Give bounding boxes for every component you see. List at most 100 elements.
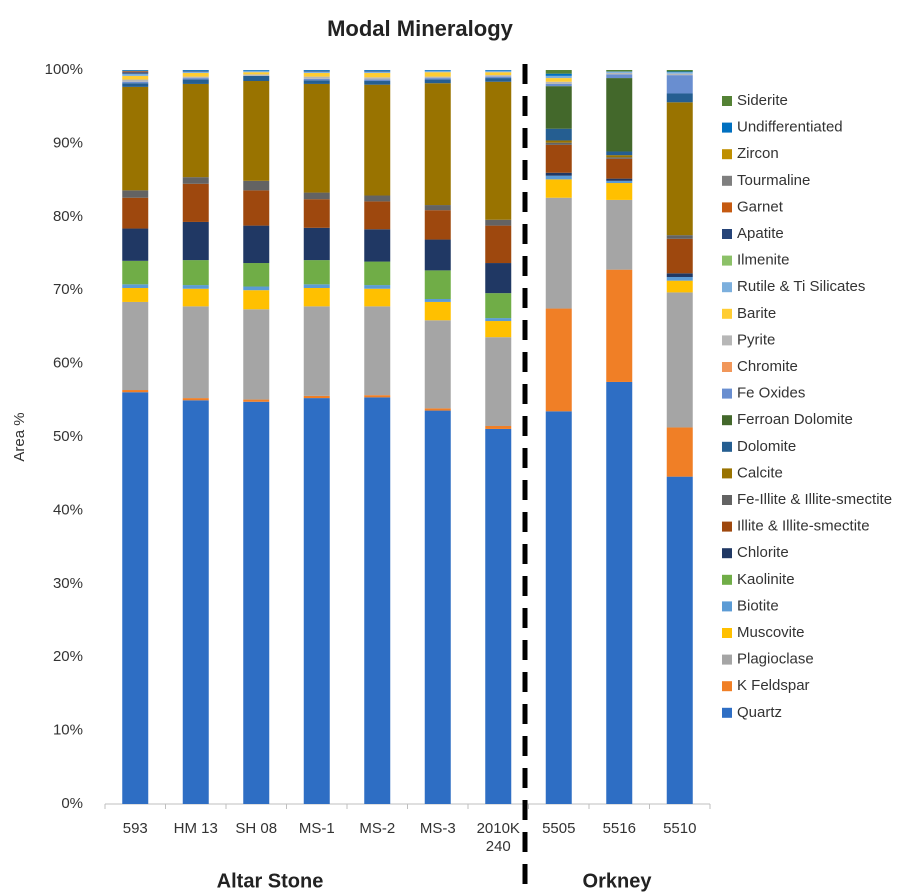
bar-segment: [303, 227, 330, 261]
bar-segment: [666, 70, 693, 72]
x-tick-label: 593: [122, 820, 148, 837]
bar-segment: [545, 73, 572, 76]
bar-segment: [485, 78, 512, 82]
y-tick-label: 100%: [45, 61, 83, 78]
bar-segment: [485, 293, 512, 319]
bar-segment: [606, 151, 633, 156]
bar-segment: [122, 83, 149, 87]
bar-segment: [606, 180, 633, 184]
bar-segment: [303, 398, 330, 804]
bar-segment: [666, 235, 693, 239]
bar-segment: [182, 83, 209, 178]
legend-label: Barite: [737, 305, 776, 322]
y-tick-label: 0%: [61, 795, 83, 812]
legend-label: Fe-Illite & Illite-smectite: [737, 491, 892, 508]
bar-segment: [303, 287, 330, 307]
bar-segment: [122, 73, 149, 76]
bar-segment: [606, 178, 633, 181]
bar-segment: [243, 70, 270, 71]
legend-swatch: [722, 495, 732, 505]
bar-segment: [182, 70, 209, 71]
bar-segment: [485, 81, 512, 220]
bar-segment: [485, 70, 512, 73]
legend-label: Ilmenite: [737, 252, 790, 269]
bar-segment: [364, 201, 391, 230]
bar-segment: [122, 86, 149, 191]
y-tick-label: 40%: [53, 501, 83, 518]
bar-segment: [243, 190, 270, 226]
legend-swatch: [722, 441, 732, 452]
bar-segment: [364, 77, 391, 80]
y-tick-label: 50%: [53, 428, 83, 445]
bar-segment: [606, 70, 633, 72]
bar-segment: [545, 83, 572, 87]
bar-segment: [666, 93, 693, 103]
bar-segment: [303, 70, 330, 72]
bar-segment: [606, 74, 633, 79]
bar-segment: [243, 180, 270, 191]
bar-segment: [606, 71, 633, 73]
bar-segment: [364, 395, 391, 398]
y-tick-label: 30%: [53, 575, 83, 592]
bar-segment: [122, 392, 149, 804]
y-tick-label: 60%: [53, 355, 83, 372]
bar-segment: [182, 398, 209, 401]
legend-swatch: [722, 415, 732, 426]
bar-segment: [424, 410, 451, 804]
bar-segment: [303, 70, 330, 71]
bar-segment: [666, 476, 693, 804]
bar-segment: [303, 306, 330, 396]
legend-label: Quartz: [737, 704, 782, 721]
bar-segment: [485, 428, 512, 804]
bar-segment: [606, 199, 633, 270]
bar-segment: [122, 287, 149, 302]
legend-label: Fe Oxides: [737, 385, 805, 402]
bar-segment: [182, 72, 209, 77]
bar-segment: [666, 276, 693, 281]
bar-segment: [243, 72, 270, 75]
legend-swatch: [722, 548, 732, 559]
legend-swatch: [722, 122, 732, 133]
bar-segment: [364, 288, 391, 307]
bar-segment: [545, 128, 572, 141]
x-tick-label: 5516: [602, 820, 636, 837]
legend-swatch: [722, 229, 732, 239]
bar-segment: [545, 142, 572, 145]
x-tick-label: 2010K 240: [476, 820, 520, 855]
y-tick-label: 10%: [53, 722, 83, 739]
bar-segment: [182, 288, 209, 307]
bar-segment: [424, 239, 451, 271]
bar-segment: [182, 177, 209, 184]
bar-segment: [485, 318, 512, 322]
bar-segment: [485, 76, 512, 79]
bar-segment: [364, 70, 391, 71]
bar-segment: [485, 425, 512, 429]
bar-segment: [666, 102, 693, 236]
bar-segment: [485, 337, 512, 426]
legend-swatch: [722, 521, 732, 532]
bar-segment: [545, 70, 572, 74]
bar-segment: [606, 183, 633, 200]
bar-segment: [182, 76, 209, 79]
bar-segment: [364, 84, 391, 196]
bar-segment: [182, 400, 209, 804]
bar-segment: [485, 219, 512, 226]
bar-segment: [303, 192, 330, 200]
bar-segment: [424, 79, 451, 84]
bar-segment: [303, 395, 330, 399]
legend-label: Muscovite: [737, 624, 805, 641]
bar-segment: [485, 225, 512, 264]
legend-label: Plagioclase: [737, 651, 814, 668]
bar-segment: [545, 411, 572, 804]
bar-segment: [424, 320, 451, 409]
legend-swatch: [722, 707, 732, 718]
x-tick-label: MS-3: [419, 820, 456, 837]
x-tick-label: SH 08: [235, 820, 278, 837]
bar-segment: [606, 155, 633, 158]
bar-segment: [545, 197, 572, 309]
bar-segment: [545, 172, 572, 176]
bar-segment: [182, 78, 209, 80]
legend-swatch: [722, 282, 732, 293]
bar-segment: [182, 306, 209, 399]
